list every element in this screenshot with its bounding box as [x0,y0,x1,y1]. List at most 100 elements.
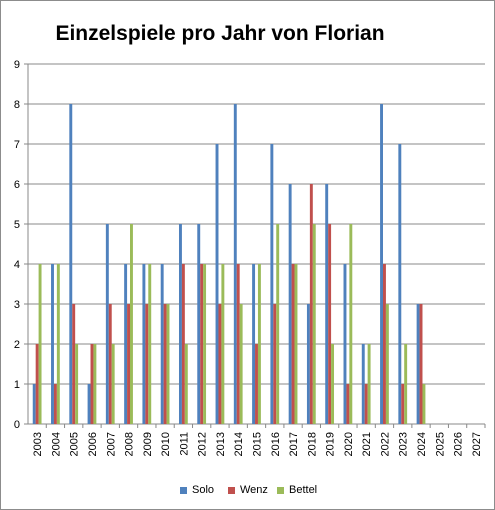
x-tick-label: 2006 [87,432,99,456]
bar-bettel-2017 [294,264,298,424]
chart-legend: Solo Wenz Bettel [0,482,495,500]
y-tick-label: 3 [14,299,20,311]
x-tick-label: 2015 [252,432,264,456]
bar-solo-2010 [160,264,164,424]
bar-solo-2019 [325,184,329,424]
x-tick-label: 2016 [270,432,282,456]
bar-wenz-2019 [328,224,332,424]
x-tick-label: 2013 [215,432,227,456]
x-tick-label: 2025 [434,432,446,456]
bar-bettel-2020 [349,224,353,424]
bar-solo-2021 [361,344,365,424]
bar-solo-2018 [306,304,310,424]
bar-wenz-2024 [419,304,423,424]
legend-label-wenz: Wenz [240,484,268,496]
bar-solo-2007 [105,224,109,424]
x-tick-label: 2019 [325,432,337,456]
legend-label-bettel: Bettel [289,484,318,496]
y-tick-label: 7 [14,139,20,151]
bar-wenz-2006 [90,344,94,424]
bar-bettel-2004 [56,264,60,424]
bar-wenz-2004 [53,384,57,424]
bar-wenz-2005 [72,304,76,424]
bar-bettel-2006 [93,344,97,424]
x-tick-label: 2026 [453,432,465,456]
bar-wenz-2007 [108,304,112,424]
bar-solo-2003 [32,384,36,424]
x-tick-label: 2023 [398,432,410,456]
bar-wenz-2008 [127,304,131,424]
bar-wenz-2018 [309,184,313,424]
bar-wenz-2014 [236,264,240,424]
bar-solo-2024 [416,304,420,424]
bar-wenz-2016 [273,304,277,424]
x-tick-label: 2011 [178,432,190,456]
bar-bettel-2007 [111,344,115,424]
bar-wenz-2013 [218,304,222,424]
y-tick-label: 5 [14,219,20,231]
bar-wenz-2012 [200,264,204,424]
bar-wenz-2020 [346,384,350,424]
bar-bettel-2024 [422,384,426,424]
x-tick-label: 2022 [379,432,391,456]
bar-wenz-2022 [382,264,386,424]
bar-solo-2016 [270,144,274,424]
bar-solo-2013 [215,144,219,424]
bar-solo-2015 [252,264,256,424]
x-tick-label: 2014 [233,432,245,456]
x-tick-label: 2009 [142,432,154,456]
legend-swatch-solo [180,486,187,494]
y-tick-label: 8 [14,99,20,111]
bar-bettel-2011 [184,344,188,424]
bar-wenz-2023 [401,384,405,424]
x-tick-label: 2024 [416,432,428,456]
bar-solo-2008 [124,264,128,424]
bar-solo-2005 [69,104,73,424]
x-tick-label: 2003 [32,432,44,456]
legend-item-bettel: Bettel [277,482,317,498]
bar-bettel-2022 [385,304,389,424]
bar-bettel-2016 [276,224,280,424]
x-tick-label: 2021 [361,432,373,456]
bar-solo-2012 [197,224,201,424]
y-tick-label: 9 [14,59,20,71]
legend-item-solo: Solo [180,482,214,498]
bar-bettel-2023 [404,344,408,424]
bar-wenz-2009 [145,304,149,424]
y-tick-label: 0 [14,419,20,431]
bar-wenz-2017 [291,264,295,424]
bar-bettel-2010 [166,304,170,424]
x-tick-label: 2010 [160,432,172,456]
bar-solo-2009 [142,264,146,424]
legend-item-wenz: Wenz [228,482,268,498]
bar-solo-2004 [51,264,54,424]
x-tick-label: 2018 [306,432,318,456]
x-tick-label: 2020 [343,432,355,456]
bar-solo-2023 [398,144,402,424]
bar-bettel-2013 [221,264,225,424]
x-tick-label: 2005 [69,432,81,456]
bar-wenz-2011 [181,264,185,424]
y-tick-label: 6 [14,179,20,191]
bar-solo-2014 [233,104,237,424]
bar-bettel-2021 [367,344,371,424]
bar-wenz-2015 [255,344,258,424]
bar-solo-2017 [288,184,292,424]
legend-swatch-bettel [277,486,284,494]
bar-solo-2011 [178,224,182,424]
x-tick-label: 2012 [197,432,209,456]
bar-wenz-2010 [163,304,167,424]
chart-title: Einzelspiele pro Jahr von Florian [55,22,385,45]
x-tick-label: 2017 [288,432,300,456]
bar-bettel-2009 [148,264,152,424]
y-tick-label: 1 [14,379,20,391]
x-tick-label: 2027 [471,432,483,456]
legend-label-solo: Solo [192,484,215,496]
bar-bettel-2018 [312,224,316,424]
x-tick-label: 2004 [50,432,62,456]
bar-bettel-2012 [203,264,207,424]
bar-bettel-2015 [257,264,261,424]
bar-solo-2022 [380,104,383,424]
x-tick-label: 2008 [124,432,136,456]
